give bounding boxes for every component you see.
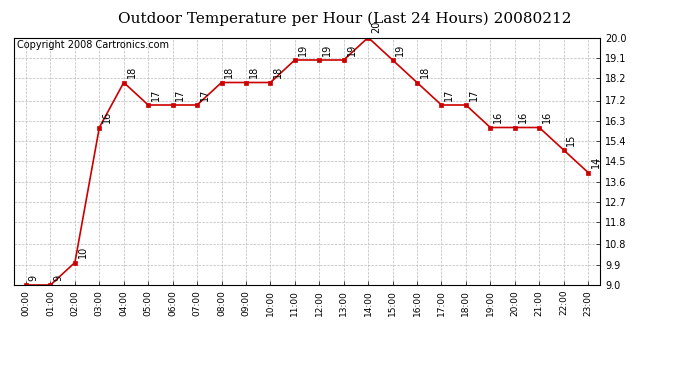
Text: 17: 17 <box>175 88 186 101</box>
Text: 16: 16 <box>102 111 112 123</box>
Text: 9: 9 <box>53 275 63 281</box>
Text: 16: 16 <box>542 111 552 123</box>
Text: 15: 15 <box>566 134 576 146</box>
Text: 18: 18 <box>126 66 137 78</box>
Text: 16: 16 <box>518 111 528 123</box>
Text: 16: 16 <box>493 111 503 123</box>
Text: Copyright 2008 Cartronics.com: Copyright 2008 Cartronics.com <box>17 40 169 50</box>
Text: 17: 17 <box>151 88 161 101</box>
Text: 18: 18 <box>248 66 259 78</box>
Text: 18: 18 <box>420 66 430 78</box>
Text: 17: 17 <box>200 88 210 101</box>
Text: 19: 19 <box>322 44 332 56</box>
Text: 14: 14 <box>591 156 601 168</box>
Text: 19: 19 <box>297 44 308 56</box>
Text: 19: 19 <box>346 44 357 56</box>
Text: 20: 20 <box>371 21 381 33</box>
Text: 18: 18 <box>224 66 235 78</box>
Text: 18: 18 <box>273 66 283 78</box>
Text: 17: 17 <box>469 88 479 101</box>
Text: 17: 17 <box>444 88 454 101</box>
Text: 9: 9 <box>29 275 39 281</box>
Text: Outdoor Temperature per Hour (Last 24 Hours) 20080212: Outdoor Temperature per Hour (Last 24 Ho… <box>118 11 572 26</box>
Text: 19: 19 <box>395 44 405 56</box>
Text: 10: 10 <box>78 246 88 258</box>
